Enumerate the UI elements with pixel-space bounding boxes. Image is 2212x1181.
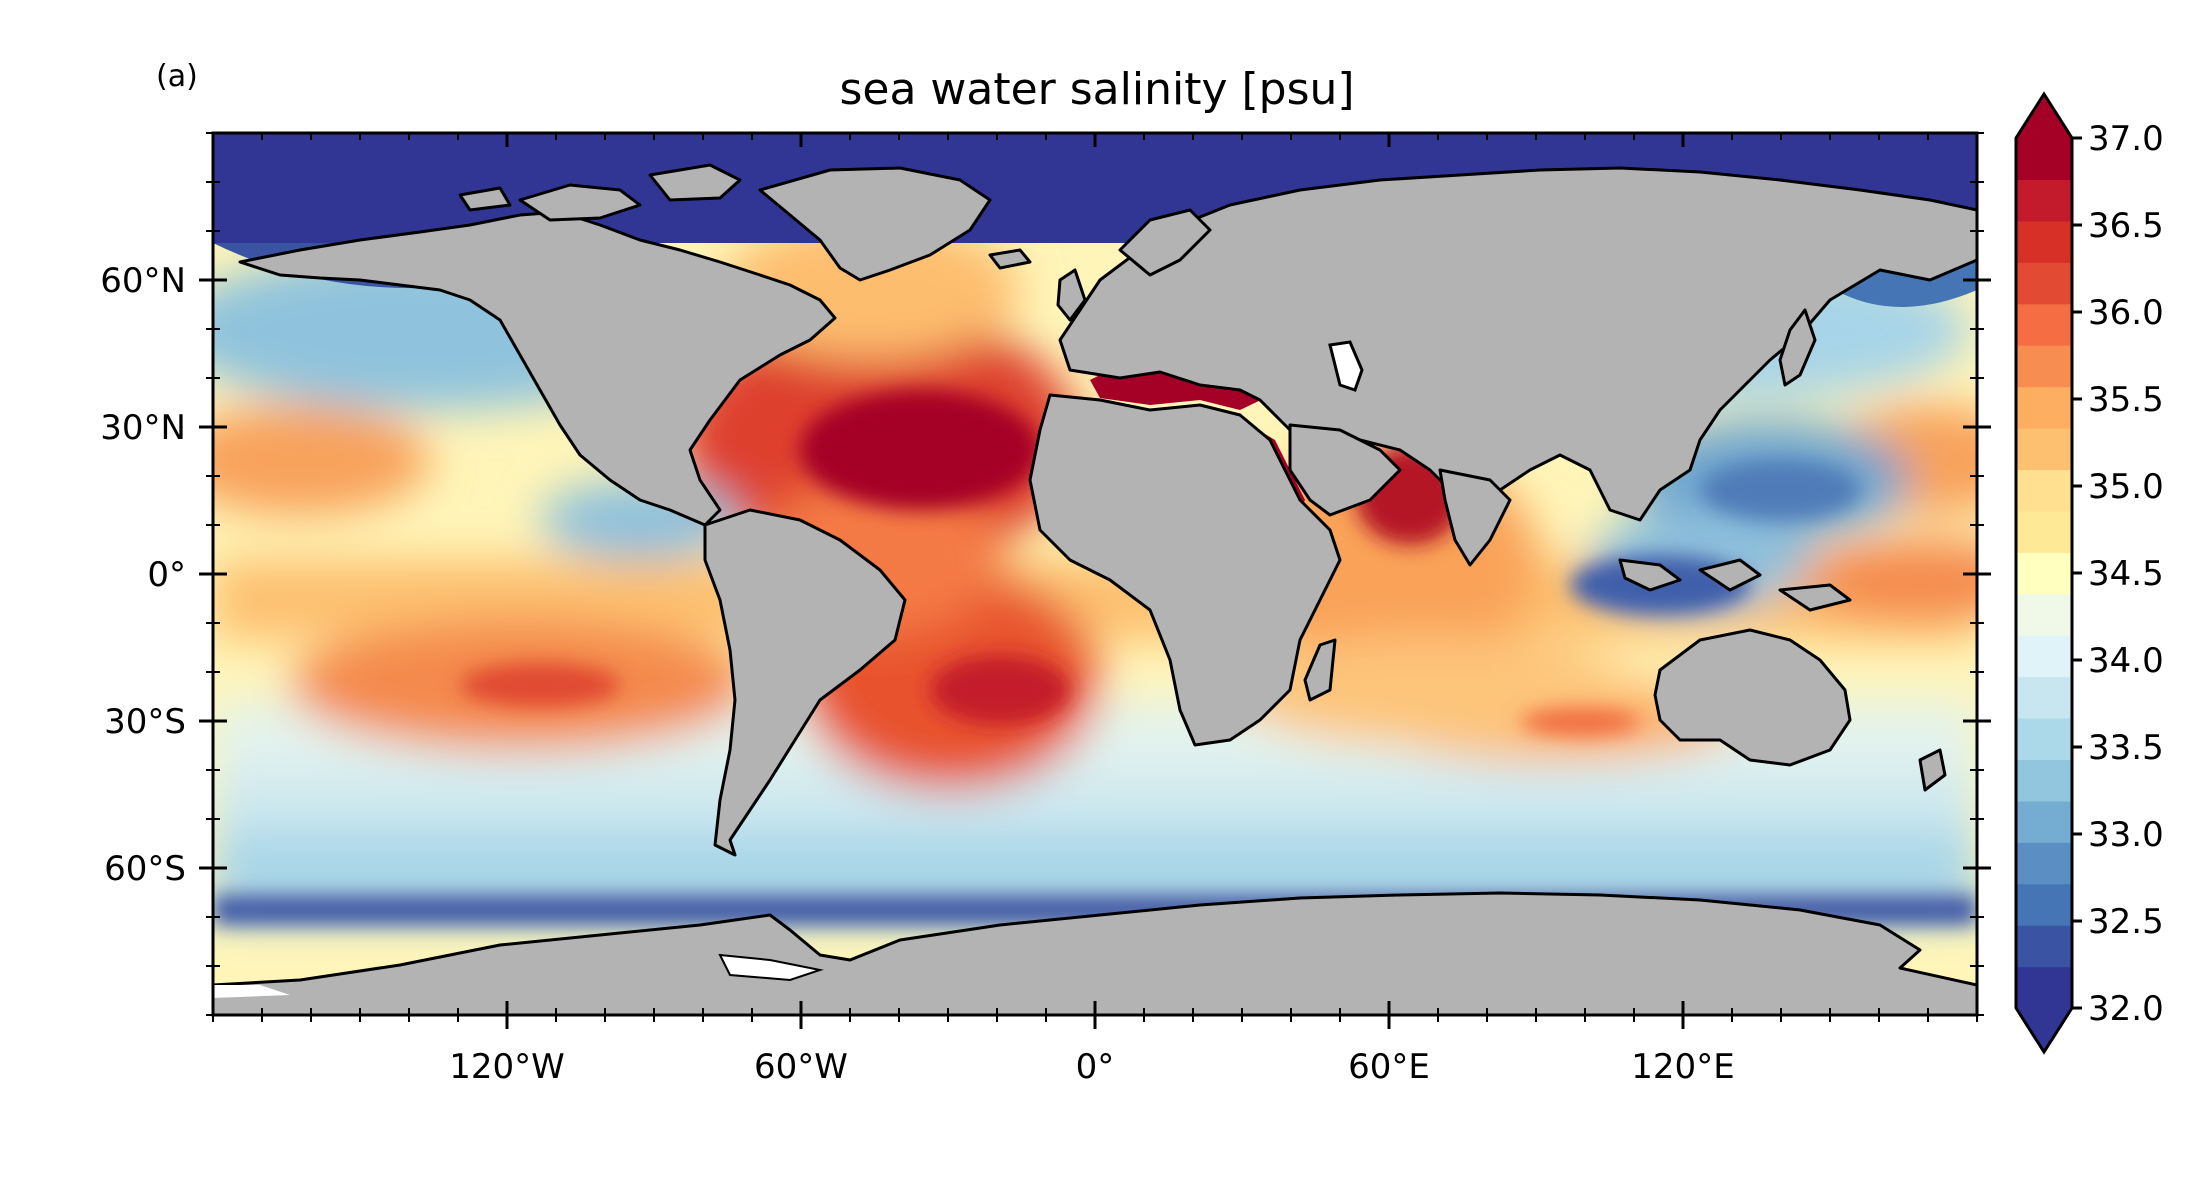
antarctica [213, 891, 1977, 1015]
colorbar-segment [2016, 593, 2072, 636]
colorbar-tick-label: 36.0 [2088, 293, 2164, 333]
colorbar-tick-label: 33.0 [2088, 815, 2164, 855]
y-tick-label: 0° [147, 555, 186, 595]
x-tick-label: 60°W [754, 1047, 848, 1087]
map-title: sea water salinity [psu] [839, 64, 1354, 115]
colorbar-tick-label: 34.0 [2088, 641, 2164, 681]
colorbar-segment [2016, 262, 2072, 305]
greenland [758, 166, 992, 282]
colorbar-segment [2016, 345, 2072, 388]
colorbar-tick-label: 36.5 [2088, 206, 2164, 246]
colorbar-segment [2016, 386, 2072, 429]
colorbar-segment [2016, 883, 2072, 926]
colorbar-segment [2016, 925, 2072, 968]
land [213, 163, 1977, 1015]
colorbar-segment [2016, 759, 2072, 802]
x-tick-label: 0° [1076, 1047, 1115, 1087]
colorbar-tick-label: 34.5 [2088, 554, 2164, 594]
map-panel [213, 133, 1977, 1015]
colorbar [2014, 91, 2082, 1055]
colorbar-segment [2016, 718, 2072, 761]
x-tick-label: 120°W [449, 1047, 565, 1087]
colorbar-segment [2016, 552, 2072, 595]
colorbar-tick-label: 32.5 [2088, 902, 2164, 942]
y-tick-label: 60°N [100, 261, 186, 301]
panel-label: (a) [156, 59, 198, 94]
colorbar-tick-label: 35.0 [2088, 467, 2164, 507]
colorbar-segment [2016, 303, 2072, 346]
colorbar-segment [2016, 220, 2072, 263]
y-tick-label: 30°N [100, 408, 186, 448]
australia [1653, 628, 1852, 767]
colorbar-segment [2016, 635, 2072, 678]
axis-labels: 120°W 60°W 0° 60°E 120°E 60°N 30°N 0° 30°S 60°S [100, 261, 1734, 1087]
colorbar-segment [2016, 676, 2072, 719]
colorbar-tick-label: 37.0 [2088, 119, 2164, 159]
colorbar-segment [2016, 428, 2072, 471]
colorbar-under-extend [2016, 1008, 2072, 1052]
colorbar-tick-label: 33.5 [2088, 728, 2164, 768]
colorbar-labels: 37.0 36.5 36.0 35.5 35.0 34.5 34.0 33.5 33.0 32.5… [2088, 119, 2164, 1029]
south-america [703, 508, 907, 857]
colorbar-segment [2016, 842, 2072, 885]
y-tick-label: 30°S [104, 702, 186, 742]
colorbar-segment [2016, 179, 2072, 222]
no-data-caspian [1328, 340, 1364, 392]
x-tick-label: 60°E [1348, 1047, 1430, 1087]
colorbar-over-extend [2016, 94, 2072, 138]
colorbar-segment [2016, 138, 2072, 181]
colorbar-segment [2016, 510, 2072, 553]
colorbar-segment [2016, 966, 2072, 1009]
colorbar-segment [2016, 469, 2072, 512]
axis-ticks [199, 132, 1991, 1029]
x-tick-label: 120°E [1631, 1047, 1734, 1087]
colorbar-tick-label: 35.5 [2088, 380, 2164, 420]
colorbar-segment [2016, 800, 2072, 843]
colorbar-tick-label: 32.0 [2088, 989, 2164, 1029]
y-tick-label: 60°S [104, 849, 186, 889]
africa [1028, 393, 1342, 747]
